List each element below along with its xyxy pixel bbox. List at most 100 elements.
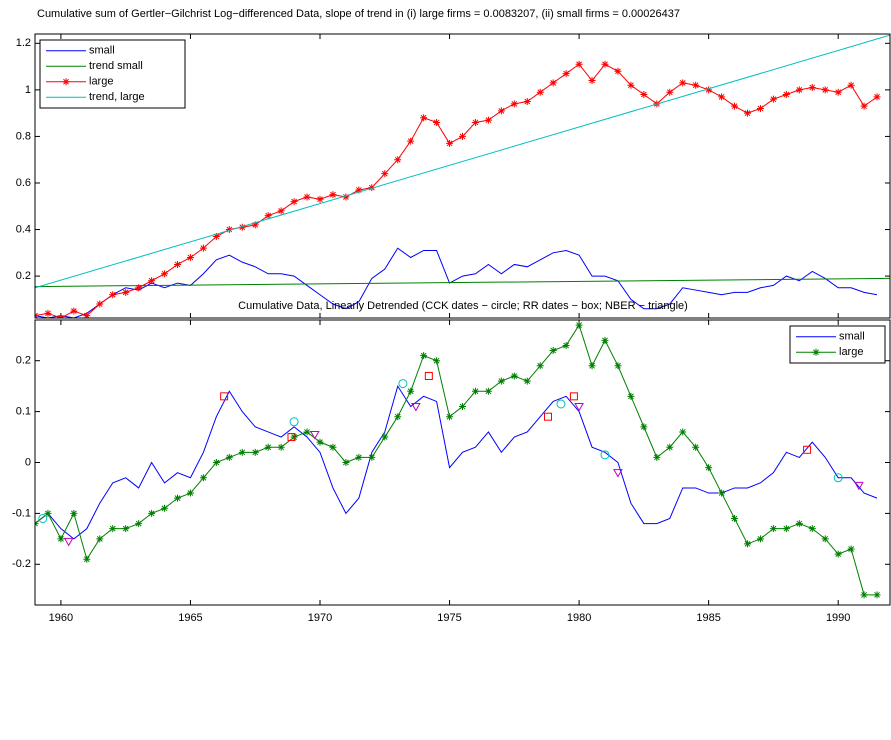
star-marker bbox=[769, 95, 777, 103]
star-marker bbox=[161, 504, 169, 512]
star-marker bbox=[368, 453, 376, 461]
star-marker bbox=[705, 464, 713, 472]
legend-marker bbox=[62, 78, 70, 86]
plot-area bbox=[35, 34, 890, 318]
star-marker bbox=[744, 540, 751, 548]
star-marker bbox=[251, 221, 259, 229]
star-marker bbox=[873, 93, 881, 101]
star-marker bbox=[316, 438, 324, 446]
legend-marker bbox=[812, 348, 820, 356]
y-tick-label: -0.2 bbox=[12, 558, 31, 570]
star-marker bbox=[821, 535, 829, 543]
star-marker bbox=[588, 362, 596, 370]
star-marker bbox=[135, 520, 143, 528]
star-marker bbox=[290, 433, 298, 441]
star-marker bbox=[808, 84, 816, 92]
star-marker bbox=[497, 107, 505, 115]
star-marker bbox=[394, 413, 402, 421]
star-marker bbox=[433, 118, 441, 126]
box-marker bbox=[287, 433, 296, 442]
star-marker bbox=[523, 377, 531, 385]
star-marker bbox=[83, 312, 91, 318]
series-line bbox=[35, 384, 878, 540]
star-marker bbox=[549, 347, 557, 355]
star-marker bbox=[640, 423, 648, 431]
star-marker bbox=[148, 509, 156, 517]
circle-marker bbox=[398, 379, 408, 389]
star-marker bbox=[847, 545, 855, 553]
axes-frame bbox=[34, 319, 891, 606]
box-marker bbox=[569, 392, 578, 401]
star-marker bbox=[536, 362, 544, 370]
star-marker bbox=[135, 284, 143, 292]
chart-title: Cumulative Data, Linearly Detrended (CCK… bbox=[238, 300, 688, 312]
star-marker bbox=[174, 494, 181, 502]
star-marker bbox=[407, 137, 415, 145]
legend-label: small bbox=[839, 331, 865, 343]
x-tick-label: 1970 bbox=[308, 612, 332, 624]
star-marker bbox=[666, 443, 674, 451]
star-marker bbox=[484, 387, 492, 395]
star-marker bbox=[459, 403, 466, 411]
y-tick-label: 1 bbox=[25, 84, 31, 96]
star-marker bbox=[212, 459, 220, 466]
star-marker bbox=[679, 428, 687, 436]
star-marker bbox=[679, 79, 687, 87]
y-tick-label: 0 bbox=[25, 456, 31, 468]
series-line bbox=[35, 277, 890, 288]
star-marker bbox=[446, 413, 454, 421]
star-marker bbox=[407, 387, 415, 395]
star-marker bbox=[238, 223, 246, 231]
star-marker bbox=[122, 288, 130, 296]
star-marker bbox=[264, 212, 272, 220]
x-tick-label: 1965 bbox=[178, 612, 202, 624]
y-tick-label: 0.1 bbox=[16, 406, 31, 418]
star-marker bbox=[562, 70, 570, 78]
legend-label: large bbox=[89, 76, 113, 88]
star-marker bbox=[692, 443, 700, 451]
legend-label: trend, large bbox=[89, 91, 145, 103]
star-marker bbox=[381, 170, 389, 178]
star-marker bbox=[614, 362, 622, 370]
x-tick-label: 1960 bbox=[49, 612, 73, 624]
star-marker bbox=[96, 535, 104, 543]
star-marker bbox=[303, 193, 311, 201]
star-marker bbox=[433, 357, 441, 365]
star-marker bbox=[186, 253, 194, 261]
star-marker bbox=[225, 226, 233, 234]
star-marker bbox=[510, 372, 518, 380]
triangle-marker bbox=[574, 403, 584, 412]
circle-marker bbox=[833, 473, 843, 483]
series-line bbox=[35, 247, 878, 318]
star-marker bbox=[795, 86, 803, 94]
star-marker bbox=[795, 520, 803, 528]
star-marker bbox=[756, 535, 764, 543]
star-marker bbox=[420, 352, 428, 360]
star-marker bbox=[329, 191, 337, 199]
star-marker bbox=[290, 198, 298, 206]
star-marker bbox=[57, 535, 65, 543]
y-tick-label: 0.8 bbox=[16, 130, 31, 142]
x-tick-label: 1990 bbox=[826, 612, 850, 624]
circle-marker bbox=[289, 417, 299, 427]
star-marker bbox=[471, 118, 479, 126]
star-marker bbox=[692, 81, 700, 89]
star-marker bbox=[342, 459, 350, 466]
box-marker bbox=[424, 371, 433, 380]
x-tick-label: 1985 bbox=[696, 612, 720, 624]
triangle-marker bbox=[411, 403, 421, 412]
star-marker bbox=[70, 509, 78, 517]
star-marker bbox=[808, 525, 816, 533]
star-marker bbox=[264, 443, 272, 451]
star-marker bbox=[562, 341, 570, 349]
star-marker bbox=[575, 321, 583, 329]
legend-label: trend small bbox=[89, 60, 143, 72]
star-marker bbox=[614, 67, 622, 75]
star-marker bbox=[251, 448, 259, 456]
star-marker bbox=[199, 474, 207, 482]
star-marker bbox=[238, 448, 246, 456]
star-marker bbox=[847, 81, 855, 89]
y-tick-label: 0.2 bbox=[16, 270, 31, 282]
star-marker bbox=[355, 453, 363, 461]
